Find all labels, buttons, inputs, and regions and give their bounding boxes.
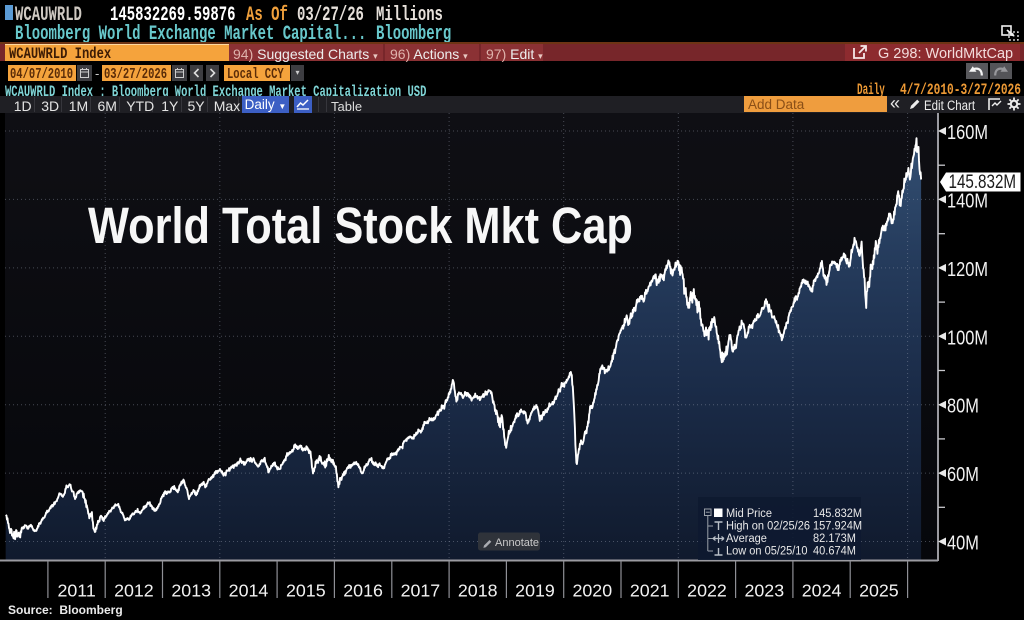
svg-text:2014: 2014 [229, 580, 269, 600]
svg-text:82.173M: 82.173M [813, 533, 856, 545]
svg-text:Low on 05/25/10: Low on 05/25/10 [726, 545, 808, 557]
svg-text:Annotate: Annotate [495, 537, 539, 549]
svg-text:2021: 2021 [630, 580, 670, 600]
svg-text:2025: 2025 [859, 580, 899, 600]
svg-text:2011: 2011 [57, 580, 95, 600]
svg-text:2016: 2016 [343, 580, 383, 600]
svg-text:2018: 2018 [458, 580, 498, 600]
svg-text:2020: 2020 [572, 580, 612, 600]
svg-text:100M: 100M [947, 326, 988, 349]
svg-text:2024: 2024 [802, 580, 842, 600]
svg-text:Source: Bloomberg: Source: Bloomberg [8, 603, 123, 617]
svg-text:80M: 80M [947, 394, 979, 417]
svg-text:2015: 2015 [286, 580, 326, 600]
svg-text:120M: 120M [947, 257, 988, 280]
svg-text:145.832M: 145.832M [813, 508, 862, 520]
svg-text:145.832M: 145.832M [949, 170, 1017, 192]
svg-text:2017: 2017 [401, 580, 441, 600]
svg-text:World Total Stock Mkt Cap: World Total Stock Mkt Cap [88, 198, 633, 255]
svg-text:2023: 2023 [744, 580, 784, 600]
svg-text:40.674M: 40.674M [813, 545, 856, 557]
svg-text:2012: 2012 [114, 580, 154, 600]
svg-text:2013: 2013 [171, 580, 211, 600]
svg-text:High on 02/25/26: High on 02/25/26 [726, 520, 810, 532]
svg-text:Average: Average [726, 533, 767, 545]
svg-text:40M: 40M [947, 531, 979, 554]
svg-text:Mid Price: Mid Price [726, 508, 772, 520]
svg-text:157.924M: 157.924M [813, 520, 862, 532]
svg-text:60M: 60M [947, 463, 979, 486]
svg-text:2022: 2022 [687, 580, 727, 600]
svg-text:2019: 2019 [515, 580, 555, 600]
svg-text:140M: 140M [947, 189, 988, 212]
svg-text:160M: 160M [947, 120, 988, 143]
